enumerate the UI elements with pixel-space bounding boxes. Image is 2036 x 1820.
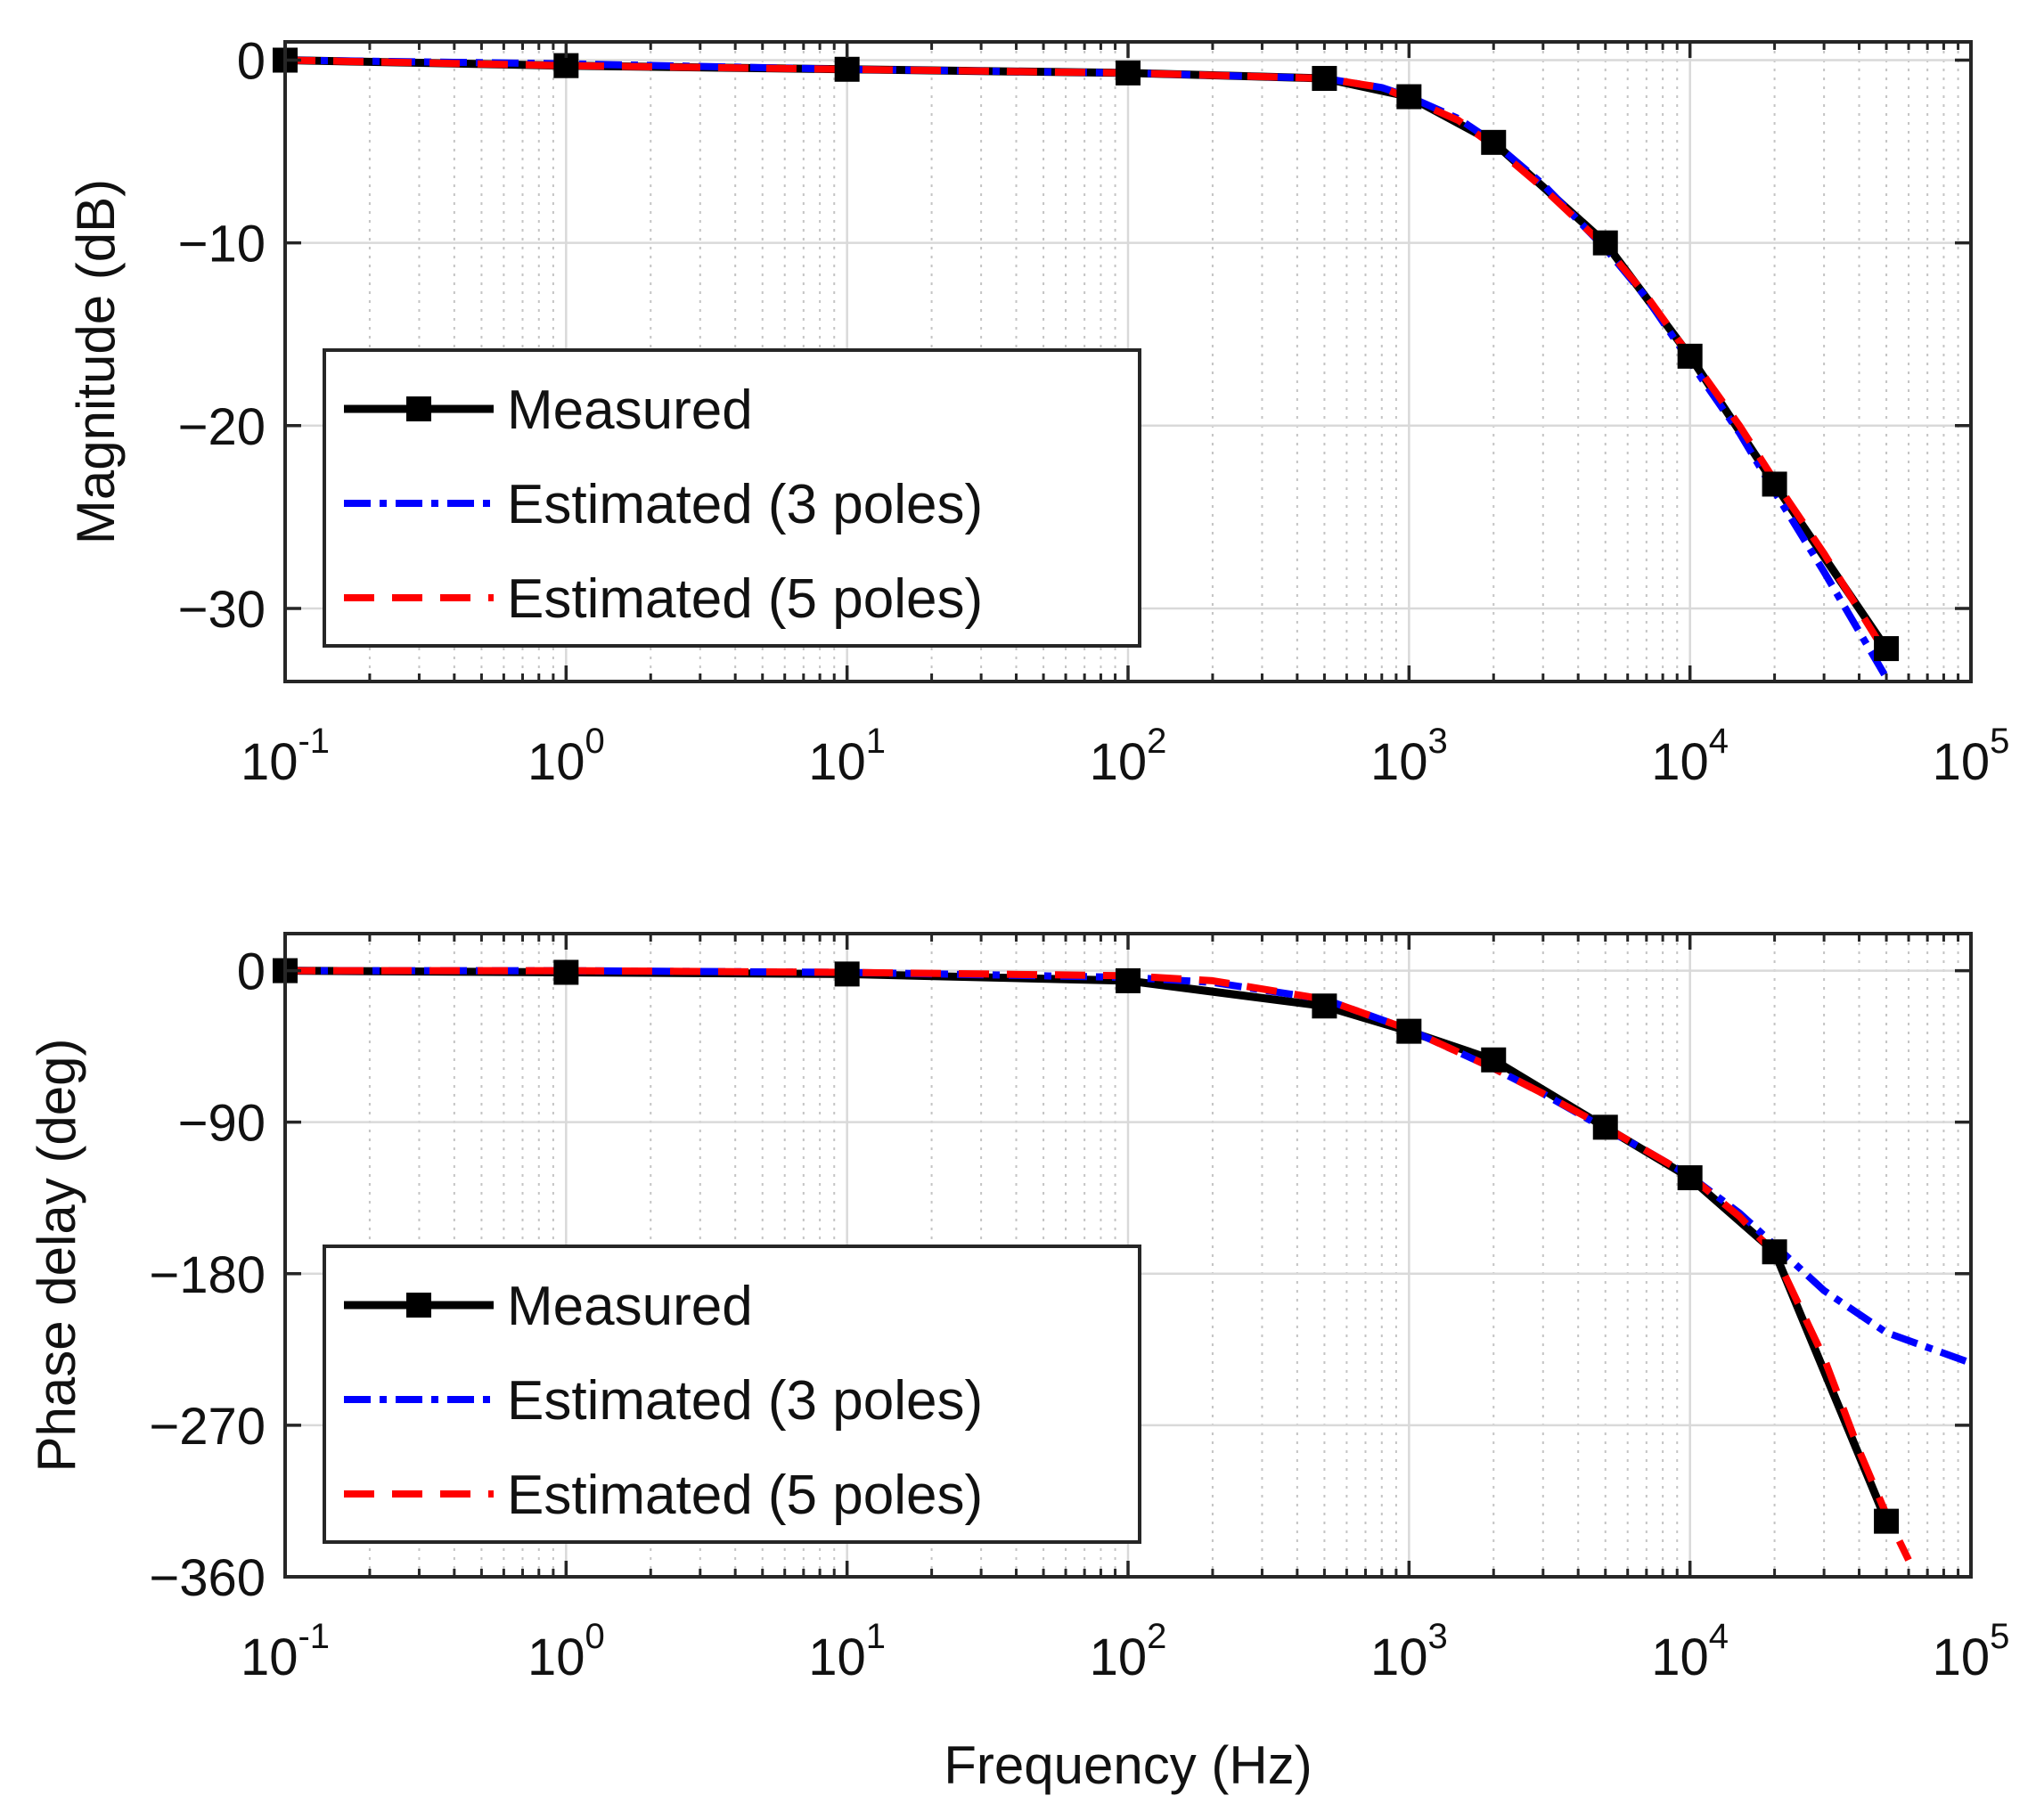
data-point-marker — [1116, 60, 1141, 86]
data-point-marker — [1874, 1508, 1900, 1534]
legend-label-measured: Measured — [507, 380, 753, 441]
tick-marks — [283, 934, 1973, 1579]
x-tick-label: 102 — [1090, 1617, 1167, 1686]
data-point-marker — [1312, 993, 1337, 1019]
x-axis-label: Frequency (Hz) — [944, 1735, 1312, 1795]
data-point-marker — [1592, 230, 1618, 256]
x-tick-label: 101 — [808, 1617, 886, 1686]
x-tick-label: 105 — [1933, 1617, 2010, 1686]
legend: Measured Estimated (3 poles) Estimated (5 … — [323, 348, 1141, 648]
legend-label-estimated-5-poles: Estimated (5 poles) — [507, 568, 983, 630]
data-point-marker — [1312, 66, 1337, 92]
x-tick-label: 104 — [1651, 722, 1729, 791]
data-point-marker — [1874, 636, 1900, 662]
data-point-marker — [1116, 967, 1141, 993]
legend-marker — [406, 396, 431, 421]
data-point-marker — [1481, 129, 1507, 155]
y-axis-label: Phase delay (deg) — [27, 1039, 86, 1473]
x-tick-label: 10-1 — [241, 1617, 330, 1686]
data-point-marker — [553, 959, 579, 985]
magnitude-panel: 10-1 100 101 102 103 104 105 0 −10 −20 −30 Magnitud… — [66, 33, 2009, 791]
x-tick-label: 103 — [1370, 1617, 1448, 1686]
legend-label-estimated-3-poles: Estimated (3 poles) — [507, 474, 983, 535]
data-point-marker — [1762, 471, 1787, 497]
x-tick-label: 105 — [1933, 722, 2010, 791]
data-point-marker — [1677, 1165, 1703, 1191]
legend: Measured Estimated (3 poles) Estimated (5 … — [323, 1245, 1141, 1544]
x-tick-label: 10-1 — [241, 722, 330, 791]
y-tick-label: −20 — [178, 398, 266, 456]
data-point-marker — [834, 961, 860, 987]
data-point-marker — [1396, 84, 1422, 110]
y-axis-label: Magnitude (dB) — [66, 179, 126, 544]
x-tick-label: 100 — [527, 722, 605, 791]
x-tick-label: 101 — [808, 722, 886, 791]
legend-label-estimated-3-poles: Estimated (3 poles) — [507, 1370, 983, 1432]
series-line-estimated-5-poles — [285, 967, 1912, 1562]
y-tick-label: 0 — [237, 943, 266, 1001]
y-tick-label: 0 — [237, 33, 266, 91]
legend-marker — [406, 1293, 431, 1318]
x-tick-label: 100 — [527, 1617, 605, 1686]
tick-marks — [283, 42, 1973, 681]
x-tick-label: 102 — [1090, 722, 1167, 791]
data-point-marker — [1396, 1018, 1422, 1044]
y-tick-label: −90 — [178, 1095, 266, 1153]
data-point-marker — [834, 56, 860, 82]
data-point-marker — [1481, 1047, 1507, 1073]
data-point-marker — [1592, 1114, 1618, 1140]
legend-label-measured: Measured — [507, 1276, 753, 1337]
y-tick-label: −360 — [149, 1549, 266, 1607]
data-point-marker — [1677, 343, 1703, 369]
y-tick-label: −30 — [178, 581, 266, 639]
y-tick-label: −180 — [149, 1246, 266, 1304]
x-tick-label: 103 — [1370, 722, 1448, 791]
x-tick-label: 104 — [1651, 1617, 1729, 1686]
legend-label-estimated-5-poles: Estimated (5 poles) — [507, 1465, 983, 1526]
y-tick-label: −270 — [149, 1398, 266, 1456]
data-point-marker — [1762, 1239, 1787, 1265]
phase-panel: 10-1 100 101 102 103 104 105 0 −90 −180 −270 −360 Ph… — [27, 932, 2010, 1795]
y-tick-label: −10 — [178, 216, 266, 273]
